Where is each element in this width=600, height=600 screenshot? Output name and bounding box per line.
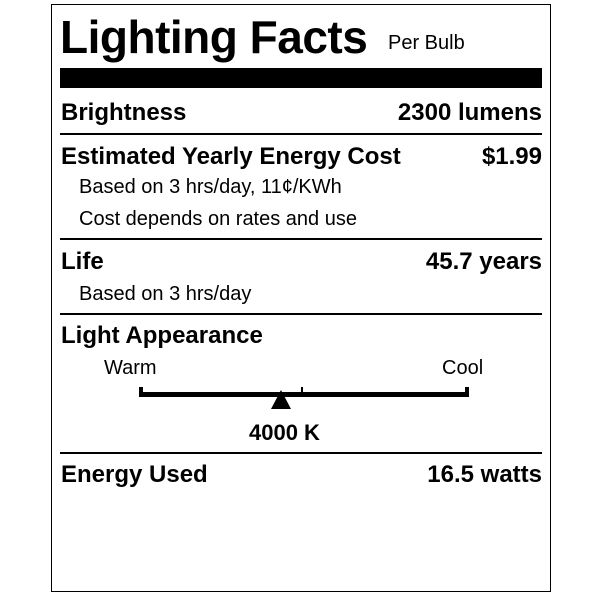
lighting-facts-label (51, 4, 551, 592)
color-temperature-marker-icon (271, 390, 292, 409)
divider (60, 133, 542, 135)
label-subtitle: Per Bulb (388, 32, 465, 54)
divider (60, 238, 542, 240)
title-divider-bar (60, 68, 542, 88)
divider (60, 452, 542, 454)
color-temperature-scale (140, 392, 469, 397)
energy-cost-note-basis: Based on 3 hrs/day, 11¢/KWh (79, 176, 342, 198)
brightness-label: Brightness (61, 99, 187, 126)
energy-cost-value: $1.99 (481, 143, 542, 170)
scale-tick-warm (139, 387, 143, 397)
energy-cost-label: Estimated Yearly Energy Cost (61, 143, 401, 170)
warm-label: Warm (104, 357, 157, 379)
life-note: Based on 3 hrs/day (79, 283, 252, 305)
energy-used-value: 16.5 watts (427, 461, 542, 488)
brightness-value: 2300 lumens (397, 99, 542, 126)
color-temperature-value: 4000 K (249, 420, 320, 445)
light-appearance-label: Light Appearance (61, 322, 263, 349)
energy-used-label: Energy Used (61, 461, 208, 488)
divider (60, 313, 542, 315)
cool-label: Cool (442, 357, 484, 379)
scale-tick-middle (301, 387, 303, 397)
life-label: Life (61, 248, 104, 275)
energy-cost-note-rates: Cost depends on rates and use (79, 208, 357, 230)
scale-tick-cool (465, 387, 469, 397)
label-title: Lighting Facts (60, 11, 368, 63)
life-value: 45.7 years (425, 248, 542, 275)
